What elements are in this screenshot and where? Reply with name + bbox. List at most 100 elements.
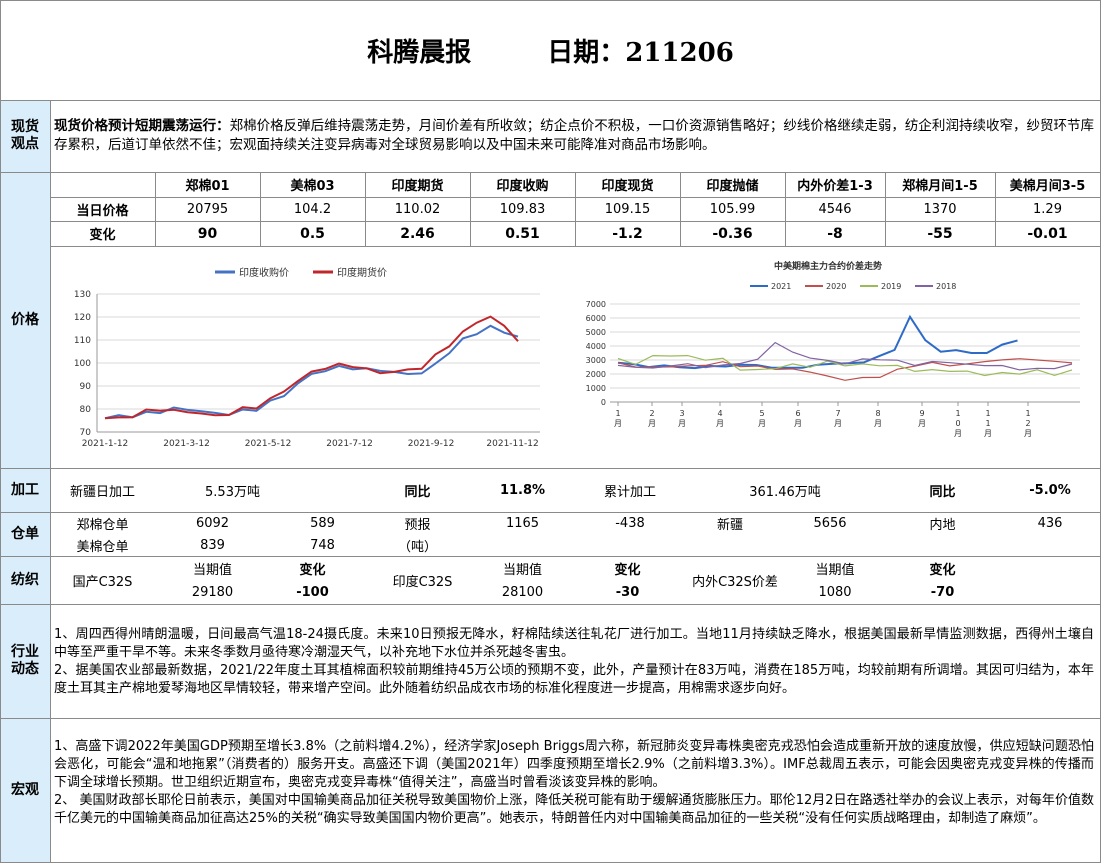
price-value: 1.29	[1033, 201, 1062, 217]
inland-value: 436	[1037, 515, 1063, 531]
chart2-xtick: 7	[835, 409, 840, 418]
spread-cur-value: 1080	[818, 584, 852, 600]
chart2-xtick: 5	[759, 409, 764, 418]
chart2-xtick: 1	[985, 409, 990, 418]
chart2-xtick: 月	[648, 419, 656, 428]
chart1-ytick: 90	[80, 382, 92, 392]
grid-line	[470, 172, 471, 246]
spread-cur-label: 当期值	[815, 562, 855, 578]
price-value: 104.2	[293, 201, 332, 217]
mm-warehouse-v2: 748	[310, 537, 335, 553]
section-label-processing: 加工	[0, 468, 50, 512]
chart2-xtick: 月	[918, 419, 926, 428]
xj-warehouse-label: 新疆	[716, 517, 743, 533]
domestic-cur-value: 29180	[191, 584, 234, 600]
chart2-title: 中美期棉主力合约价差走势	[774, 260, 882, 272]
section-label-price: 价格	[0, 172, 50, 468]
section-label-textile: 纺织	[0, 556, 50, 604]
india-cur-value: 28100	[501, 584, 544, 600]
chart1-ytick: 120	[74, 313, 91, 323]
chart1-xtick: 2021-7-12	[326, 439, 373, 449]
grid-line	[785, 172, 786, 246]
grid-line	[0, 512, 1101, 513]
grid-line	[0, 556, 1101, 557]
yoy-label-2: 同比	[929, 484, 956, 500]
chart2-xtick: 月	[614, 419, 622, 428]
chart1-legend-label: 印度收购价	[239, 266, 289, 279]
price-value: 105.99	[709, 201, 756, 217]
price-value: 1370	[923, 201, 957, 217]
chart1-ytick: 100	[74, 359, 91, 369]
india-price-chart: 70 80 90 100 110 120 130 2021-1-12 2021-3-12 2021…	[74, 266, 540, 449]
chart2-series-line	[617, 354, 1073, 377]
chart2-ytick: 4000	[586, 342, 606, 351]
price-change: -0.01	[1027, 225, 1068, 242]
mm-warehouse-label: 美棉仓单	[76, 539, 129, 555]
spread-chg-label: 变化	[929, 562, 956, 578]
india-cur-label: 当期值	[502, 562, 542, 578]
report-header: 科腾晨报 日期：211206	[0, 0, 1101, 100]
report-title: 科腾晨报	[367, 37, 472, 68]
chart2-xtick: 8	[875, 409, 880, 418]
chart1-series-line	[104, 315, 519, 420]
chart2-xtick: 月	[758, 419, 766, 428]
cum-processing-value: 361.46万吨	[749, 484, 821, 500]
yoy-value-2: -5.0%	[1029, 482, 1071, 498]
yoy-value-1: 11.8%	[499, 482, 546, 498]
chart2-xtick: 0	[955, 419, 960, 428]
spot-view-headline: 现货价格预计短期震荡运行：	[54, 118, 230, 134]
xj-processing-value: 5.53万吨	[205, 484, 260, 500]
industry-news-item: 1、周四西得州晴朗温暖，日间最高气温18-24摄氏度。未来10日预报无降水，籽棉…	[54, 627, 1094, 660]
grid-line	[575, 172, 576, 246]
chart2-ytick: 7000	[586, 300, 606, 309]
chart2-xtick: 月	[954, 429, 962, 438]
chart2-ytick: 6000	[586, 314, 606, 323]
chart2-ytick: 3000	[586, 356, 606, 365]
chart2-xtick: 3	[679, 409, 684, 418]
chart1-ytick: 130	[74, 290, 91, 300]
grid-line	[0, 100, 1101, 101]
chart2-xtick: 月	[716, 419, 724, 428]
chart2-legend-label: 2020	[826, 282, 846, 291]
price-header: 印度收购	[496, 179, 549, 194]
price-header: 美棉03	[290, 179, 335, 194]
chart2-xtick: 月	[874, 419, 882, 428]
grid-line	[155, 172, 156, 246]
india-chg-value: -30	[615, 584, 640, 600]
grid-line	[0, 0, 1101, 1]
chart1-series-line	[104, 324, 519, 420]
chart1-xtick: 2021-5-12	[245, 439, 292, 449]
price-change: -8	[827, 225, 843, 242]
price-change: 90	[197, 225, 218, 242]
macro-news-item: 1、高盛下调2022年美国GDP预期至增长3.8%（之前料增4.2%），经济学家…	[54, 739, 1094, 790]
price-header: 郑棉月间1-5	[902, 179, 978, 194]
grid-line	[0, 604, 1101, 605]
grid-line	[885, 172, 886, 246]
price-header: 印度期货	[391, 179, 444, 194]
inland-label: 内地	[929, 517, 956, 533]
domestic-cur-label: 当期值	[192, 562, 232, 578]
section-label-warehouse: 仓单	[0, 512, 50, 556]
price-change: 0.5	[300, 225, 325, 242]
grid-line	[0, 172, 1101, 173]
chart2-xtick: 月	[984, 429, 992, 438]
chart2-ytick: 0	[601, 398, 606, 407]
india-chg-label: 变化	[614, 562, 641, 578]
price-header: 印度现货	[601, 179, 654, 194]
grid-line	[0, 468, 1101, 469]
domestic-chg-value: -100	[296, 584, 329, 600]
chart2-xtick: 月	[678, 419, 686, 428]
zm-warehouse-v2: 589	[310, 515, 335, 531]
chart1-ytick: 110	[74, 336, 91, 346]
chart2-xtick: 9	[919, 409, 924, 418]
price-value: 109.15	[604, 201, 651, 217]
xj-warehouse-value: 5656	[813, 515, 847, 531]
price-change: -0.36	[712, 225, 753, 242]
chart2-xtick: 1	[615, 409, 620, 418]
chart1-xtick: 2021-9-12	[408, 439, 455, 449]
grid-line	[995, 172, 996, 246]
grid-line	[680, 172, 681, 246]
chart2-xtick: 1	[1025, 409, 1030, 418]
grid-line	[0, 718, 1101, 719]
macro-news-item: 2、 美国财政部长耶伦日前表示，美国对中国输美商品加征关税导致美国物价上涨，降低…	[54, 793, 1094, 826]
